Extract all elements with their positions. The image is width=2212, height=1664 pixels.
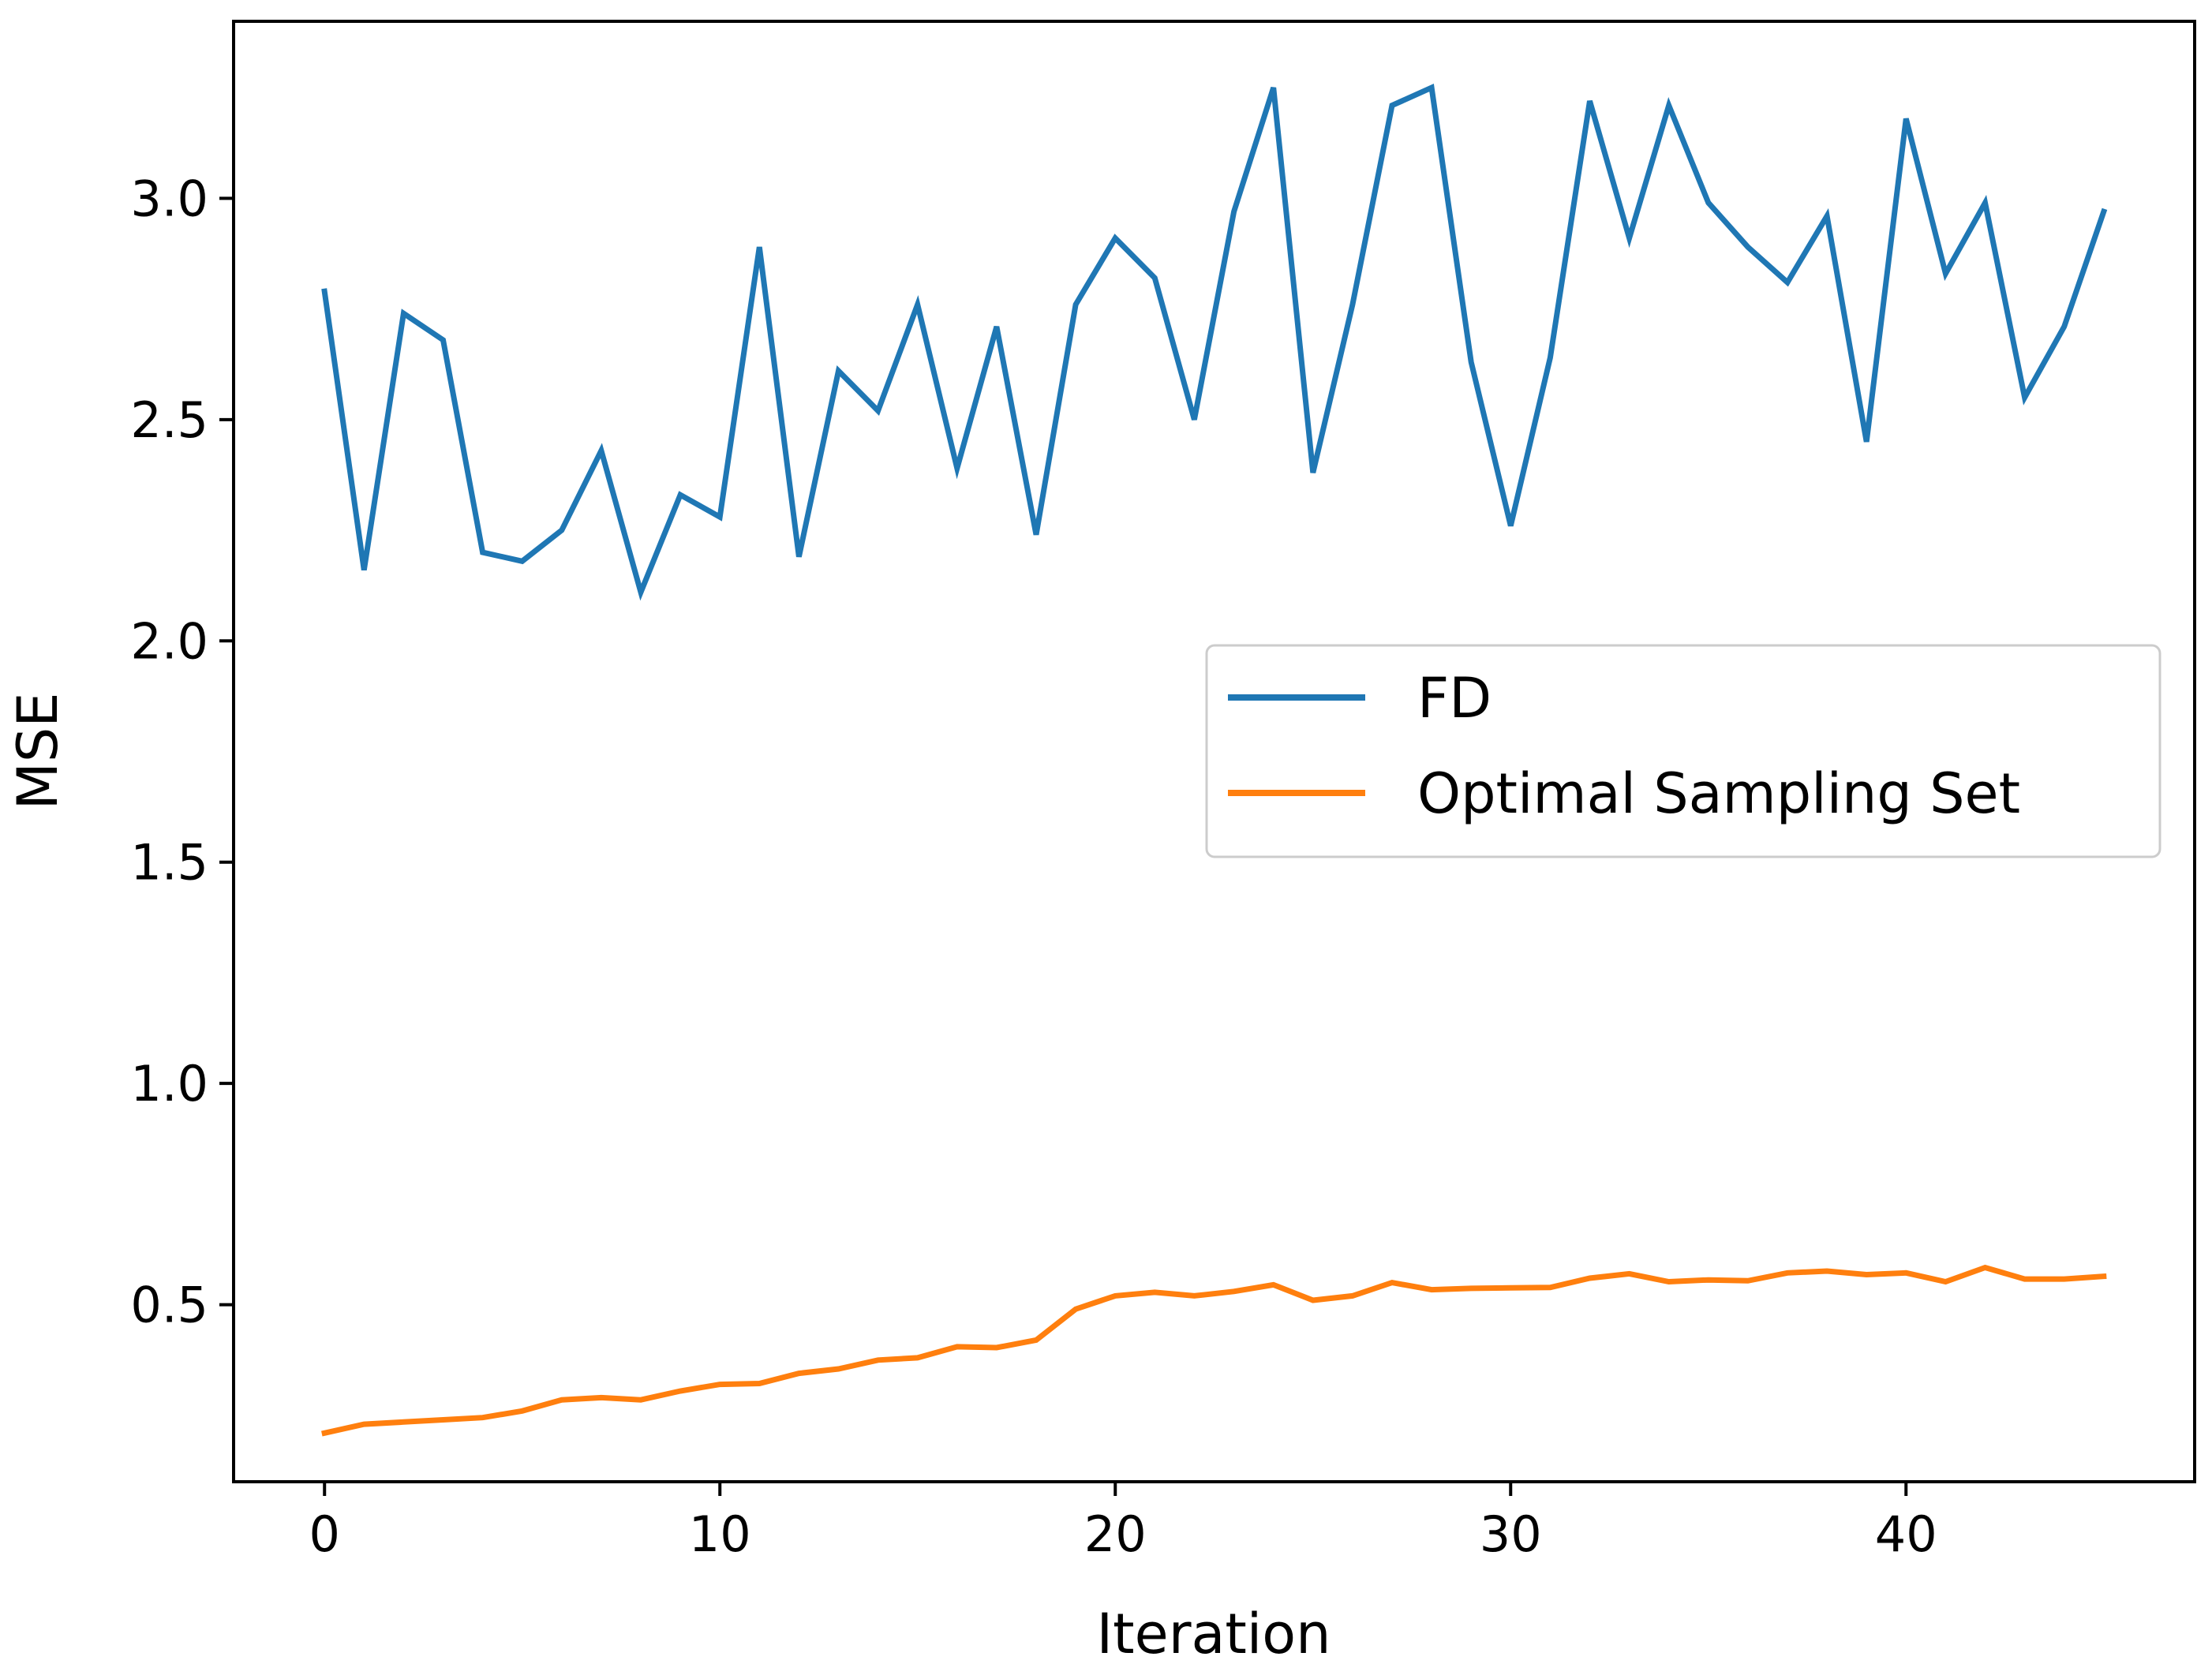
y-tick-label: 1.0 — [130, 1055, 208, 1112]
x-tick-label: 40 — [1875, 1505, 1937, 1563]
x-tick-label: 10 — [689, 1505, 751, 1563]
y-tick-label: 0.5 — [130, 1277, 208, 1334]
x-tick-label: 20 — [1084, 1505, 1147, 1563]
series-line-optimal-sampling-set — [321, 1264, 2107, 1437]
y-tick-label: 1.5 — [130, 834, 208, 892]
x-tick-label: 0 — [309, 1505, 340, 1563]
y-axis-label: MSE — [6, 692, 70, 810]
legend-box — [1205, 644, 2161, 858]
plot-frame — [232, 20, 2196, 1483]
series-layer — [321, 84, 2108, 1437]
y-tick-label: 2.5 — [130, 391, 208, 449]
legend: FD Optimal Sampling Set — [1205, 644, 2161, 858]
x-axis-ticks: 0 10 20 30 40 — [309, 1482, 1937, 1563]
legend-label-optimal-sampling-set: Optimal Sampling Set — [1417, 761, 2020, 826]
x-axis-label: Iteration — [1097, 1602, 1331, 1664]
legend-label-fd: FD — [1417, 666, 1492, 731]
x-tick-label: 30 — [1480, 1505, 1542, 1563]
y-axis-ticks: 0.5 1.0 1.5 2.0 2.5 3.0 — [130, 170, 234, 1334]
series-line-fd — [321, 84, 2108, 601]
y-tick-label: 3.0 — [130, 170, 208, 227]
y-tick-label: 2.0 — [130, 612, 208, 670]
